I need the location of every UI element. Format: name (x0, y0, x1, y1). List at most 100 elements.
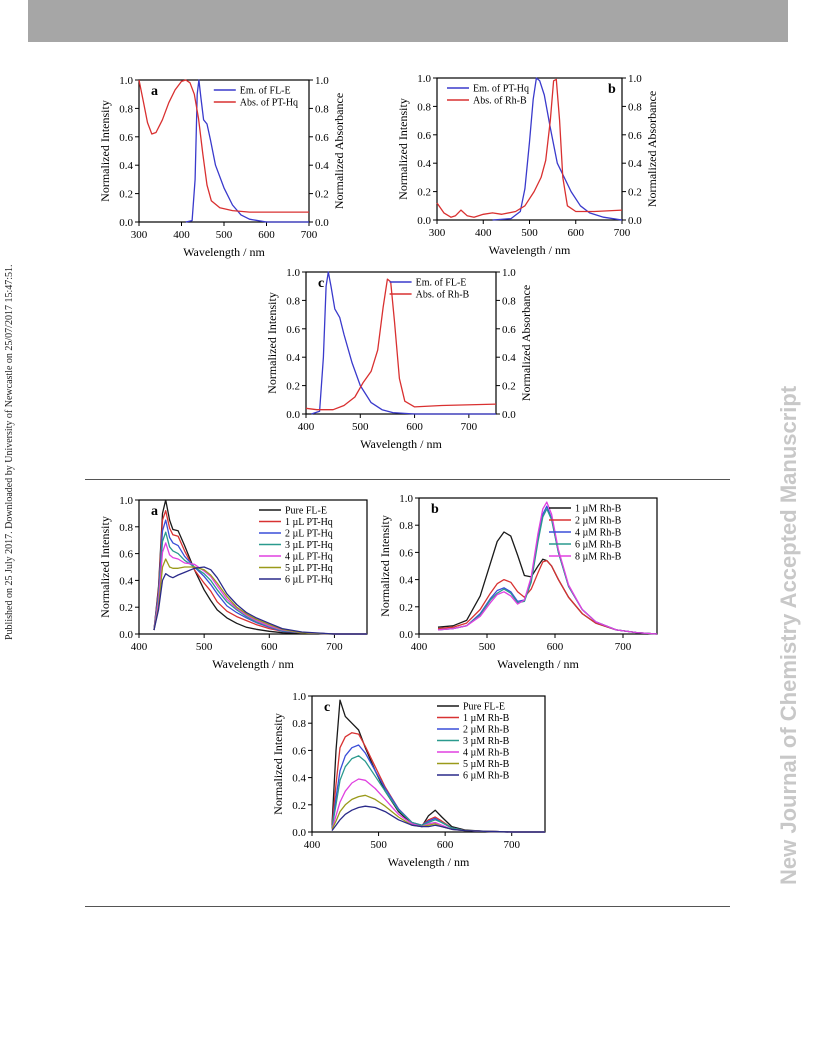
y2-tick-label: 1.0 (502, 267, 516, 279)
panel-letter: c (324, 700, 330, 715)
legend-entry: Em. of FL-E (240, 86, 291, 97)
publication-note: Published on 25 July 2017. Downloaded by… (4, 264, 15, 640)
y-tick-label: 0.4 (119, 575, 133, 587)
figure-divider-top (85, 479, 730, 480)
legend-entry: Em. of FL-E (416, 278, 467, 289)
y-tick-label: 0.8 (286, 295, 300, 307)
legend-entry: 1 µM Rh-B (463, 713, 510, 724)
y-tick-label: 0.2 (399, 602, 413, 614)
x-tick-label: 400 (131, 641, 148, 653)
panel-letter: c (318, 276, 324, 291)
y2-tick-label: 0.6 (315, 132, 329, 144)
y-tick-label: 0.8 (417, 101, 431, 113)
legend-entry: 1 µM Rh-B (575, 504, 622, 515)
y2-tick-label: 0.8 (502, 295, 516, 307)
plot-frame (138, 499, 368, 635)
panel-letter: a (151, 504, 158, 519)
y-tick-label: 0.4 (119, 160, 133, 172)
x-tick-label: 400 (173, 229, 190, 241)
y2-tick-label: 1.0 (315, 75, 329, 87)
legend-entry: 2 µM Rh-B (463, 725, 510, 736)
y2-tick-label: 0.6 (502, 324, 516, 336)
x-tick-label: 700 (461, 421, 478, 433)
panel-letter: a (151, 84, 158, 99)
x-tick-label: 700 (503, 839, 520, 851)
y2-axis-label: Normalized Absorbance (519, 285, 533, 401)
x-tick-label: 600 (406, 421, 423, 433)
legend-entry: Abs. of Rh-B (416, 290, 470, 301)
y2-tick-label: 1.0 (628, 73, 642, 85)
y-tick-label: 0.4 (286, 352, 300, 364)
y-tick-label: 0.2 (292, 800, 306, 812)
legend-entry: 3 µL PT-Hq (285, 540, 333, 551)
y-tick-label: 0.4 (417, 158, 431, 170)
x-tick-label: 400 (304, 839, 321, 851)
y-tick-label: 1.0 (417, 73, 431, 85)
legend-entry: Abs. of Rh-B (473, 96, 527, 107)
y2-tick-label: 0.0 (315, 217, 329, 229)
y-tick-label: 0.2 (119, 189, 133, 201)
y2-axis-label: Normalized Absorbance (645, 91, 659, 207)
y-axis-label: Normalized Intensity (265, 292, 279, 394)
series-line (331, 755, 545, 833)
figure-2-panel-c: 400 500 600 700 0.0 0.2 0.4 0.6 0.8 1.0 Wavelength… (271, 691, 546, 869)
x-tick-label: 600 (568, 227, 585, 239)
y2-tick-label: 0.2 (628, 187, 642, 199)
y-axis-label: Normalized Intensity (98, 516, 112, 618)
legend-entry: 5 µL PT-Hq (285, 563, 333, 574)
y-tick-label: 0.2 (417, 187, 431, 199)
y2-tick-label: 0.8 (628, 101, 642, 113)
series-line (153, 542, 367, 635)
series-line (305, 278, 497, 411)
panel-letter: b (431, 502, 439, 517)
series-line (331, 699, 545, 833)
figure-2-panel-a: 400 500 600 700 0.0 0.2 0.4 0.6 0.8 1.0 Wavelength… (98, 495, 368, 671)
series-line (331, 732, 545, 833)
x-tick-label: 400 (475, 227, 492, 239)
figure-1-panel-c: 400 500 600 700 0.0 0.0 0.2 0.2 0.4 0.4 0.6 0.6 0.8 0… (265, 267, 533, 451)
x-tick-label: 600 (437, 839, 454, 851)
series-line (138, 79, 309, 213)
x-tick-label: 700 (615, 641, 632, 653)
y-tick-label: 0.6 (292, 745, 306, 757)
y-tick-label: 0.8 (119, 103, 133, 115)
y-axis-label: Normalized Intensity (271, 713, 285, 815)
figure-divider-bottom (85, 906, 730, 907)
legend-entry: 6 µL PT-Hq (285, 575, 333, 586)
y-tick-label: 0.0 (119, 629, 133, 641)
x-axis-label: Wavelength / nm (360, 437, 442, 451)
legend-entry: 8 µM Rh-B (575, 552, 622, 563)
legend-entry: 6 µM Rh-B (575, 540, 622, 551)
y-tick-label: 0.6 (286, 324, 300, 336)
y2-tick-label: 0.0 (628, 215, 642, 227)
legend-entry: Em. of PT-Hq (473, 84, 529, 95)
y-tick-label: 0.4 (292, 773, 306, 785)
x-tick-label: 500 (479, 641, 496, 653)
header-bar (28, 0, 788, 42)
y-tick-label: 1.0 (292, 691, 306, 703)
y2-tick-label: 0.6 (628, 130, 642, 142)
x-axis-label: Wavelength / nm (183, 245, 265, 259)
x-tick-label: 300 (429, 227, 446, 239)
journal-watermark: New Journal of Chemistry Accepted Manusc… (776, 385, 801, 885)
x-tick-label: 700 (614, 227, 631, 239)
legend-entry: Pure FL-E (285, 506, 327, 517)
x-tick-label: 300 (131, 229, 148, 241)
series-line (153, 519, 367, 635)
y2-tick-label: 0.0 (502, 409, 516, 421)
x-tick-label: 700 (301, 229, 318, 241)
x-axis-label: Wavelength / nm (212, 657, 294, 671)
x-tick-label: 700 (326, 641, 343, 653)
y-tick-label: 0.2 (286, 381, 300, 393)
legend-entry: 3 µM Rh-B (463, 736, 510, 747)
plot-frame (418, 497, 658, 635)
x-tick-label: 600 (547, 641, 564, 653)
y-tick-label: 0.6 (119, 549, 133, 561)
y-tick-label: 0.8 (292, 718, 306, 730)
legend-entry: Pure FL-E (463, 702, 505, 713)
panel-letter: b (608, 82, 616, 97)
y2-tick-label: 0.4 (315, 160, 329, 172)
x-axis-label: Wavelength / nm (388, 855, 470, 869)
y-tick-label: 0.0 (399, 629, 413, 641)
y-tick-label: 1.0 (286, 267, 300, 279)
